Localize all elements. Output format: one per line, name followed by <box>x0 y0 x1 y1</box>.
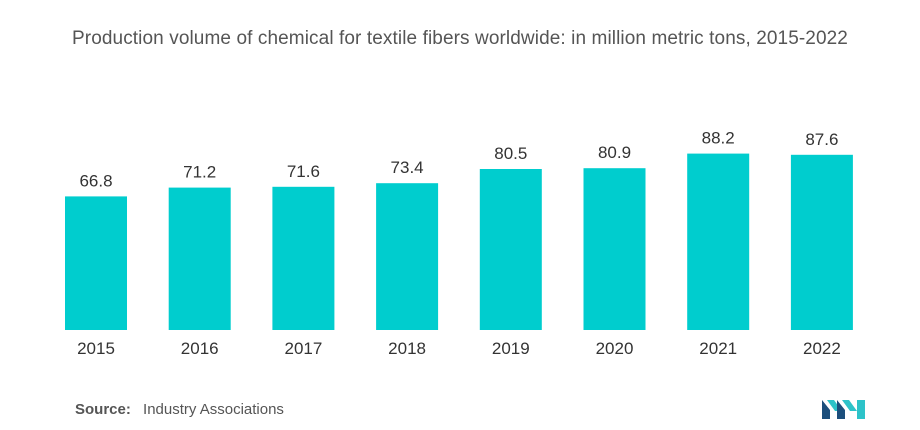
value-labels-group: 66.8 71.2 71.6 73.4 80.5 80.9 88.2 87.6 <box>79 129 838 191</box>
chart-title: Production volume of chemical for textil… <box>72 28 848 49</box>
x-tick-label-2017: 2017 <box>284 339 322 358</box>
source-label: Source: <box>75 401 131 418</box>
x-tick-label-2015: 2015 <box>77 339 115 358</box>
value-label-2016: 71.2 <box>183 163 216 182</box>
mordor-intelligence-logo-icon <box>822 398 866 425</box>
source-note: Source: Industry Associations <box>75 401 284 418</box>
value-label-2022: 87.6 <box>805 130 838 149</box>
x-tick-label-2022: 2022 <box>803 339 841 358</box>
bar-2019 <box>479 169 542 330</box>
bar-2022 <box>790 154 853 330</box>
value-label-2015: 66.8 <box>79 171 112 190</box>
x-tick-label-2016: 2016 <box>181 339 219 358</box>
bar-2016 <box>168 187 231 330</box>
bar-2021 <box>687 153 750 330</box>
bar-2017 <box>272 186 335 330</box>
x-axis-tick-labels: 2015 2016 2017 2018 2019 2020 2021 2022 <box>77 339 841 358</box>
x-tick-label-2021: 2021 <box>699 339 737 358</box>
value-label-2020: 80.9 <box>598 143 631 162</box>
value-label-2017: 71.6 <box>287 162 320 181</box>
value-label-2019: 80.5 <box>494 144 527 163</box>
x-tick-label-2020: 2020 <box>596 339 634 358</box>
bar-2018 <box>376 183 439 330</box>
bars-group <box>65 153 853 330</box>
value-label-2021: 88.2 <box>702 129 735 148</box>
x-tick-label-2019: 2019 <box>492 339 530 358</box>
value-label-2018: 73.4 <box>391 158 424 177</box>
source-text: Industry Associations <box>143 401 284 418</box>
bar-2020 <box>583 168 646 330</box>
x-tick-label-2018: 2018 <box>388 339 426 358</box>
bar-2015 <box>65 196 127 330</box>
